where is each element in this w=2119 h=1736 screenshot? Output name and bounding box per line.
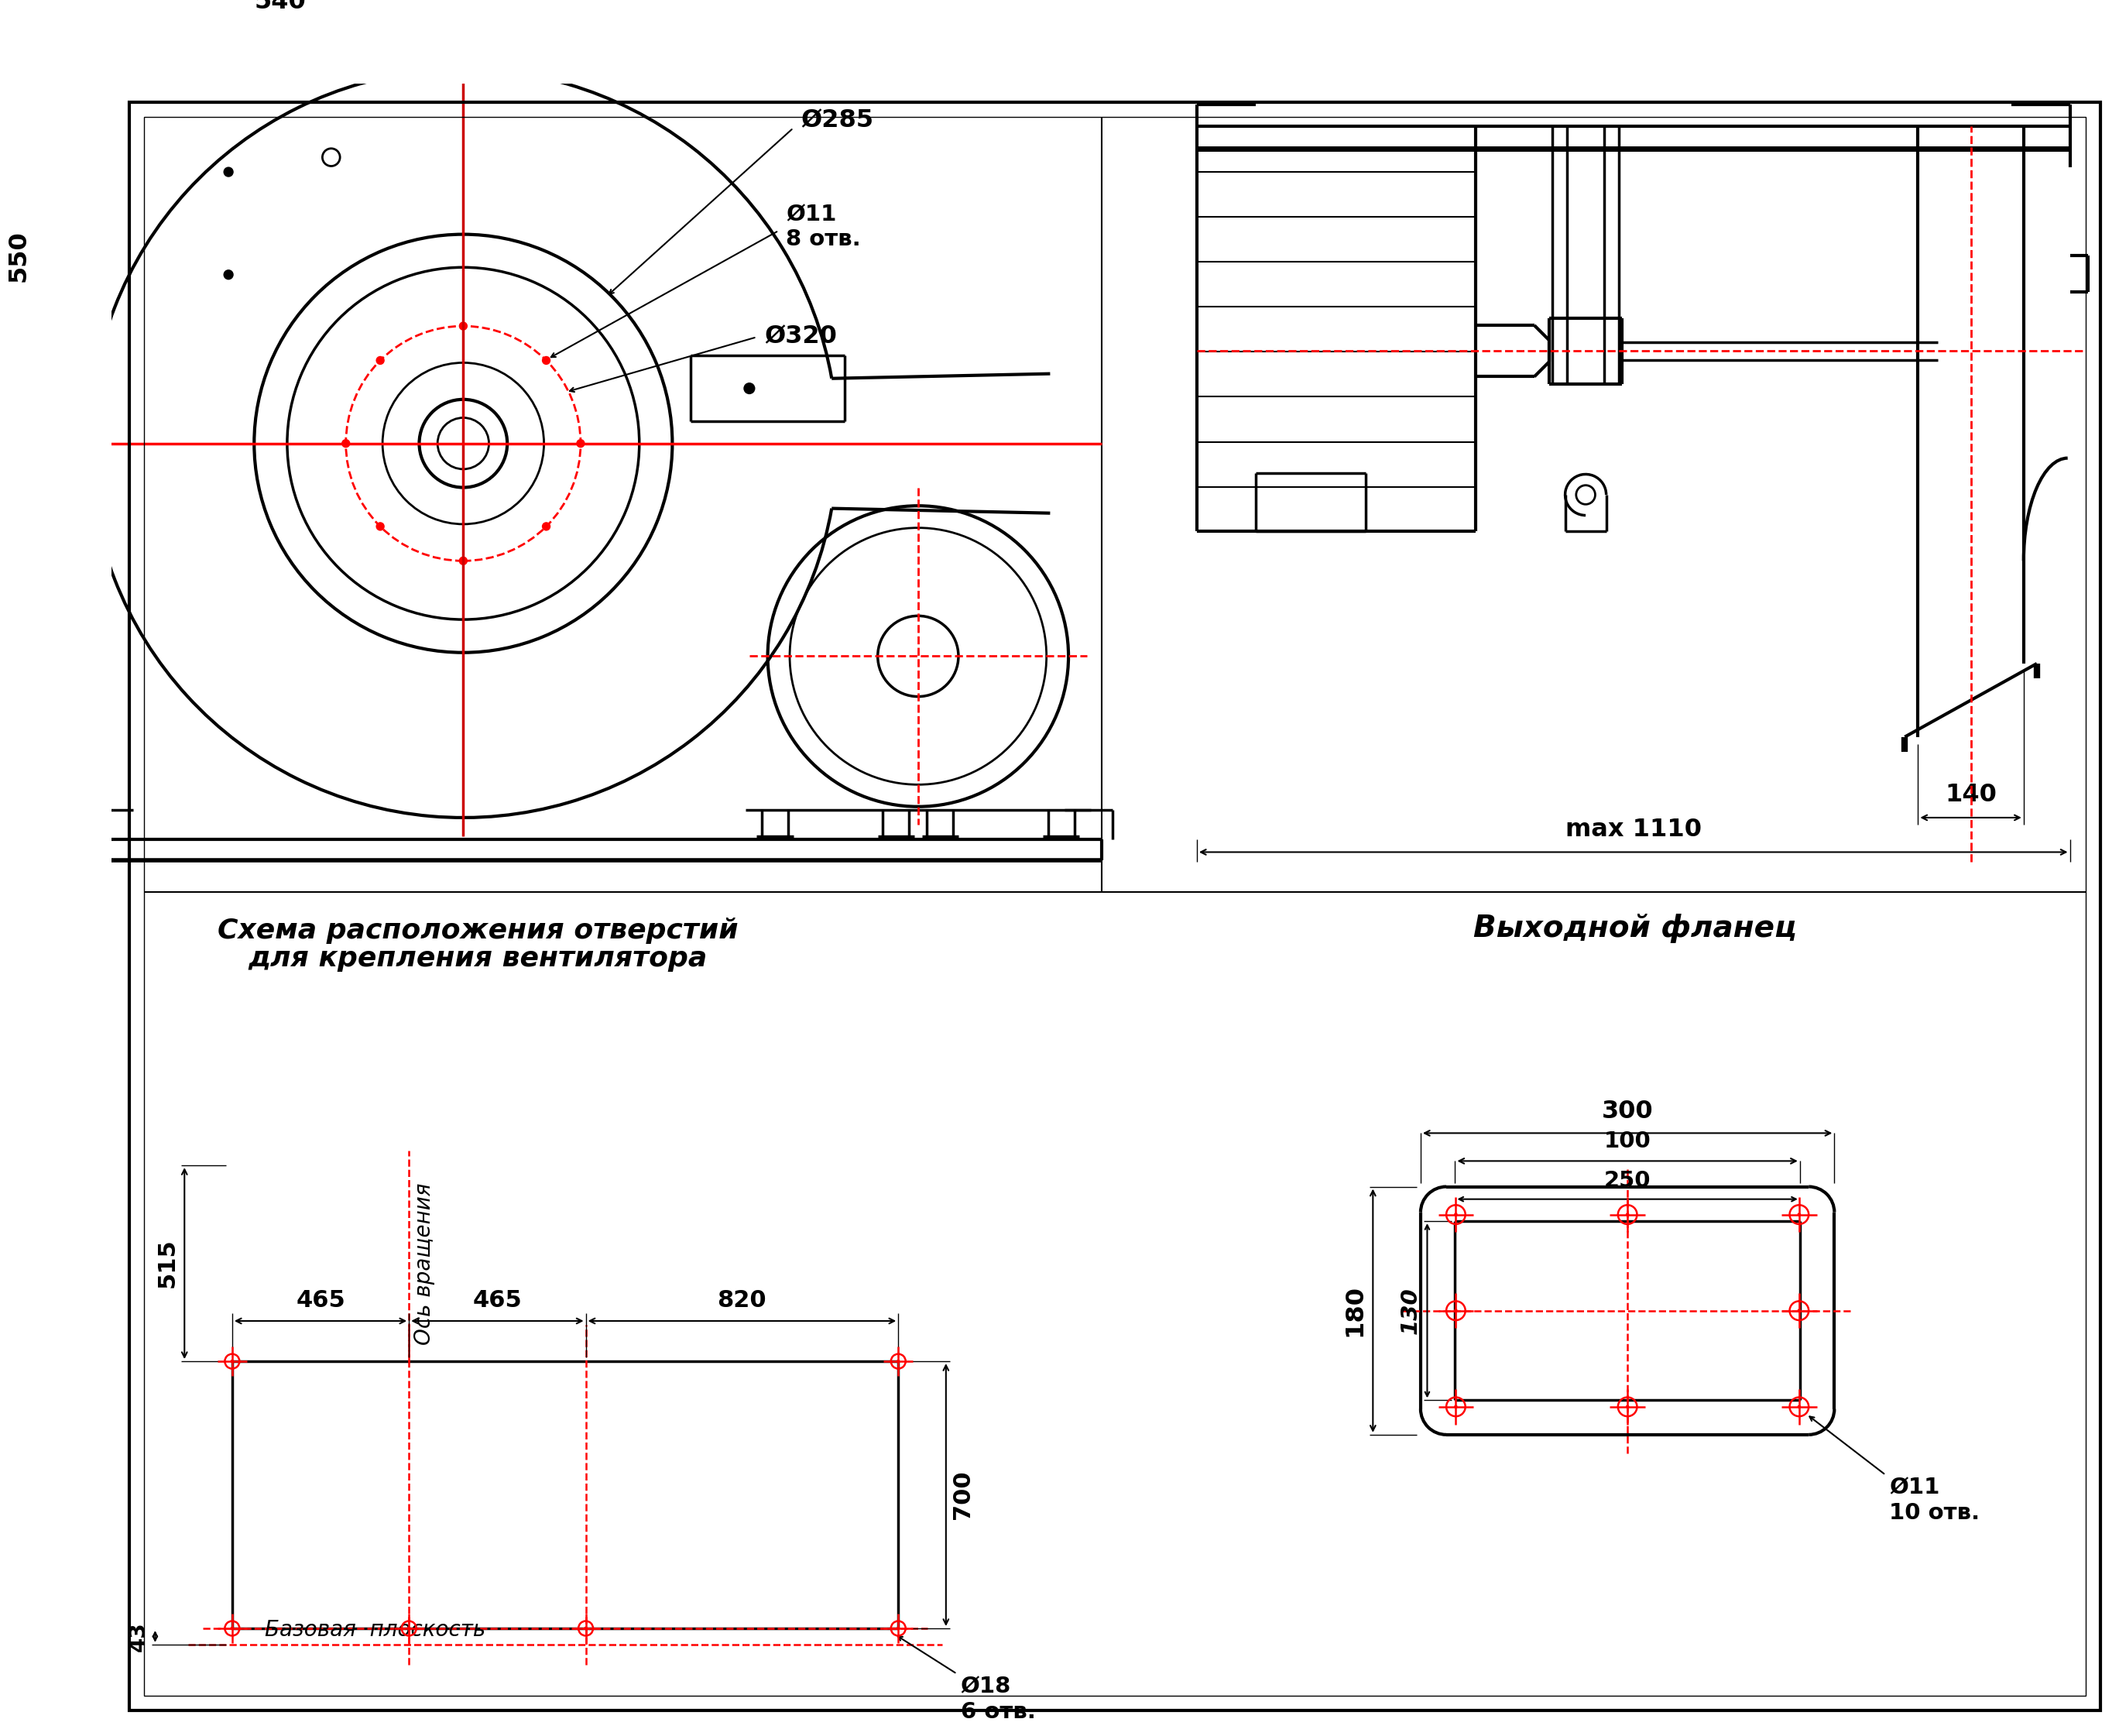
Circle shape xyxy=(1454,1404,1458,1408)
Circle shape xyxy=(896,1627,901,1630)
Circle shape xyxy=(542,523,551,531)
Text: Ø11
10 отв.: Ø11 10 отв. xyxy=(1890,1477,1979,1524)
Circle shape xyxy=(407,1627,411,1630)
Circle shape xyxy=(222,167,233,177)
Text: 540: 540 xyxy=(254,0,305,14)
Circle shape xyxy=(231,1627,233,1630)
Text: max 1110: max 1110 xyxy=(1566,818,1702,842)
Text: 140: 140 xyxy=(1945,783,1996,807)
Text: 465: 465 xyxy=(297,1288,345,1311)
Circle shape xyxy=(542,356,551,365)
Text: Ø320: Ø320 xyxy=(765,325,837,349)
Circle shape xyxy=(1797,1309,1801,1312)
Circle shape xyxy=(585,1627,587,1630)
Circle shape xyxy=(1625,1404,1630,1408)
Circle shape xyxy=(576,439,585,448)
Circle shape xyxy=(460,321,468,330)
Text: 550: 550 xyxy=(6,231,30,283)
Circle shape xyxy=(231,1359,233,1363)
Circle shape xyxy=(744,382,754,394)
Text: 130: 130 xyxy=(1401,1286,1422,1335)
Text: 43: 43 xyxy=(127,1621,148,1651)
Text: Ø18
6 отв.: Ø18 6 отв. xyxy=(960,1675,1036,1722)
Text: 180: 180 xyxy=(1343,1285,1367,1337)
Text: 515: 515 xyxy=(157,1240,178,1288)
Circle shape xyxy=(1454,1213,1458,1217)
Text: Выходной фланец: Выходной фланец xyxy=(1473,913,1797,943)
Circle shape xyxy=(1797,1213,1801,1217)
Circle shape xyxy=(375,356,386,365)
Text: для крепления вентилятора: для крепления вентилятора xyxy=(248,946,708,972)
Text: Ось вращения: Ось вращения xyxy=(413,1182,434,1345)
Text: 100: 100 xyxy=(1604,1130,1651,1153)
Circle shape xyxy=(375,523,386,531)
Text: 300: 300 xyxy=(1602,1099,1653,1123)
Circle shape xyxy=(1454,1309,1458,1312)
Text: Ø285: Ø285 xyxy=(801,109,873,132)
Text: 820: 820 xyxy=(718,1288,767,1311)
Text: Базовая  плоскость: Базовая плоскость xyxy=(265,1620,485,1641)
Text: Ø11
8 отв.: Ø11 8 отв. xyxy=(786,203,860,250)
Text: 250: 250 xyxy=(1604,1170,1651,1193)
Text: 700: 700 xyxy=(951,1470,975,1519)
Circle shape xyxy=(896,1359,901,1363)
Text: 465: 465 xyxy=(473,1288,521,1311)
Circle shape xyxy=(1625,1213,1630,1217)
Circle shape xyxy=(341,439,350,448)
Circle shape xyxy=(222,269,233,279)
Circle shape xyxy=(460,557,468,566)
Text: Схема расположения отверстий: Схема расположения отверстий xyxy=(218,917,737,944)
Circle shape xyxy=(1797,1404,1801,1408)
